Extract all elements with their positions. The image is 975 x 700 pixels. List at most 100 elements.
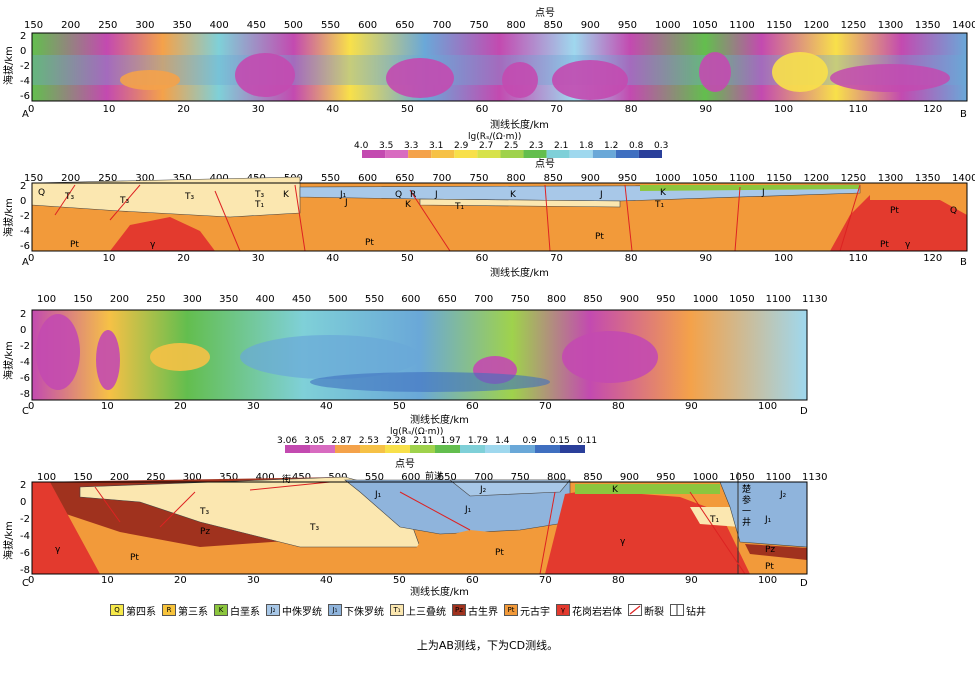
x-tick-label: 0 — [28, 104, 34, 115]
y-tick-label: -6 — [20, 91, 30, 102]
station-label: 450 — [247, 20, 266, 31]
ab-geo-label-b: B — [960, 257, 967, 268]
y-tick-label: -4 — [20, 357, 30, 368]
legend-label: 花岗岩岩体 — [572, 606, 622, 618]
scale-value: 3.1 — [429, 141, 443, 151]
ab-elev-label: 海拔/km — [2, 46, 15, 85]
cd-geo-y-ticks: 2 0 -2 -4 -6 -8 — [20, 480, 30, 576]
geo-unit-label: Pz — [200, 527, 210, 537]
ab-geo-pt-top — [870, 190, 967, 210]
ab-geo-label-a: A — [22, 257, 29, 268]
ab-geo-frame — [31, 182, 968, 252]
x-tick-label: 20 — [174, 575, 187, 586]
station-label: 350 — [172, 20, 191, 31]
station-label: 1000 — [655, 20, 680, 31]
ab-y-ticks: 2 0 -2 -4 -6 — [20, 31, 30, 102]
station-label: 650 — [438, 472, 457, 483]
ab-geo-y-ticks: 2 0 -2 -4 -6 — [20, 181, 30, 252]
geo-unit-label: γ — [905, 240, 911, 250]
cd-geo-pt — [400, 530, 540, 574]
station-label: 950 — [656, 472, 675, 483]
x-tick-label: 100 — [774, 253, 793, 264]
station-label: 1000 — [693, 294, 718, 305]
ab-anomaly — [830, 64, 950, 92]
x-tick-label: 40 — [320, 401, 333, 412]
cd-anomaly — [96, 330, 120, 390]
cd-anomaly — [562, 331, 658, 383]
cd-color-scale: 3.06 3.05 2.87 2.53 2.28 2.11 1.97 1.79 1.4 0.9 0.… — [277, 436, 597, 453]
cd-y-ticks: 2 0 -2 -4 -6 -8 — [20, 309, 30, 400]
ab-resistivity-svg: 点号 150 200 250 300 350 400 450 500 550 600 650 700 7… — [2, 7, 975, 158]
station-label: 1050 — [729, 294, 754, 305]
legend-item: Pt 元古宇 — [504, 603, 550, 618]
ab-frame — [31, 32, 968, 102]
ab-anomaly — [386, 58, 454, 98]
station-label: 250 — [146, 294, 165, 305]
station-label: 900 — [620, 294, 639, 305]
y-tick-label: -4 — [20, 226, 30, 237]
geo-unit-label: J — [434, 190, 438, 200]
x-tick-label: 50 — [401, 253, 414, 264]
geo-unit-label: T₁ — [709, 515, 719, 525]
y-tick-label: 2 — [20, 309, 26, 320]
cd-geo-point-no-label: 点号 — [395, 458, 415, 470]
cd-anomaly — [310, 372, 550, 392]
station-label: 900 — [581, 20, 600, 31]
station-label: 400 — [210, 173, 229, 184]
ab-geo-layer-k — [640, 185, 860, 191]
station-label: 1100 — [766, 294, 791, 305]
geo-unit-label: Pt — [880, 240, 889, 250]
legend-item: 断裂 — [628, 603, 664, 618]
geo-unit-label: K — [405, 200, 412, 210]
cd-faults — [94, 481, 746, 575]
cd-geo-unit-labels: γ T₃ Pz Pt T₃ J₁ J₂ J₁ Pt K T₁ J₂ J₁ Pz Pt γ — [55, 485, 787, 572]
station-label: 900 — [581, 173, 600, 184]
scale-value: 2.53 — [359, 436, 379, 446]
station-label: 700 — [432, 20, 451, 31]
x-tick-label: 20 — [177, 253, 190, 264]
station-label: 1130 — [802, 472, 827, 483]
station-label: 450 — [292, 294, 311, 305]
x-tick-label: 0 — [28, 575, 34, 586]
ab-anomaly — [772, 52, 828, 92]
station-label: 750 — [469, 173, 488, 184]
ab-anomaly — [235, 53, 295, 97]
geo-unit-label: Pt — [890, 206, 899, 216]
x-tick-label: 30 — [252, 253, 265, 264]
x-tick-label: 60 — [476, 104, 489, 115]
ab-geo-elev-label: 海拔/km — [2, 198, 15, 237]
legend-swatch: γ — [556, 604, 570, 616]
scale-swatch — [385, 445, 410, 453]
ab-geo-station-labels: 1502002503003504004505005506006507007508… — [24, 173, 975, 184]
geo-unit-label: Pt — [130, 553, 139, 563]
ab-geology-svg: 点号 1502002503003504004505005506006507007… — [2, 158, 975, 279]
cd-geo-elev-label: 海拔/km — [2, 521, 15, 560]
scale-value: 3.06 — [277, 436, 297, 446]
legend-item: 钻井 — [670, 603, 706, 618]
geo-unit-label: T₃ — [119, 196, 129, 206]
x-tick-label: 70 — [539, 401, 552, 412]
x-tick-label: 50 — [393, 575, 406, 586]
scale-value: 0.11 — [577, 436, 597, 446]
geo-unit-label: T₃ — [309, 523, 319, 533]
well-label-char: 楚 — [742, 483, 751, 495]
station-label: 400 — [256, 472, 275, 483]
legend: Q 第四系 R 第三系 K 白垩系 J₂ 中侏罗统 J₁ 下侏罗统 T₁ 上三叠统 Pz 古生界 Pt 元古宇… — [110, 600, 706, 620]
geo-unit-label: T₃ — [184, 192, 194, 202]
scale-swatch — [408, 150, 432, 158]
geo-unit-label: T₃ — [64, 192, 74, 202]
ab-anomaly — [552, 60, 628, 100]
station-label: 950 — [618, 20, 637, 31]
scale-value: 1.8 — [579, 141, 594, 151]
scale-swatch — [435, 445, 460, 453]
ab-anomaly — [502, 62, 538, 98]
scale-value: 0.9 — [522, 436, 537, 446]
scale-value: 2.3 — [529, 141, 543, 151]
station-label: 600 — [358, 173, 377, 184]
cd-geology-section: 点号 1001502002503003504004505005506006507… — [0, 452, 975, 597]
cd-frame — [31, 309, 808, 401]
y-tick-label: -6 — [20, 373, 30, 384]
scale-value: 2.9 — [454, 141, 469, 151]
x-tick-label: 70 — [550, 104, 563, 115]
geo-unit-label: T₃ — [254, 190, 264, 200]
